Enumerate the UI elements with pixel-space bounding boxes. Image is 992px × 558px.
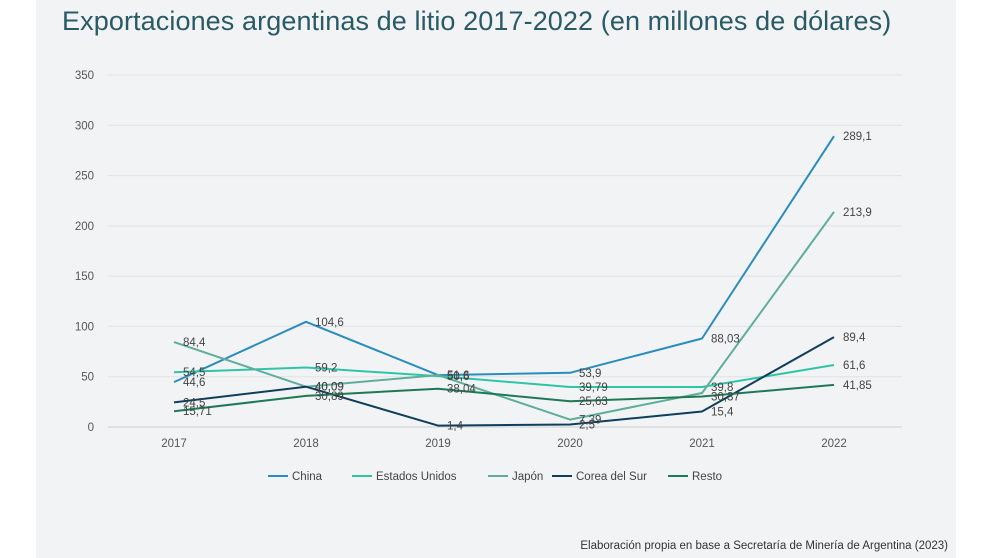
data-label-corea-del-sur-2020: 2,5 [579,419,595,431]
data-label-estados-unidos-2019: 50,6 [447,371,469,383]
data-label-estados-unidos-2022: 61,6 [843,360,865,372]
data-label-corea-del-sur-2021: 15,4 [711,407,734,419]
x-tick-2018: 2018 [293,438,319,450]
y-tick-250: 250 [75,171,94,183]
data-label-corea-del-sur-2019: 1,4 [447,421,464,433]
y-tick-100: 100 [75,321,94,333]
legend-label-corea-del-sur: Corea del Sur [576,471,647,483]
data-label-china-2017: 44,6 [183,377,205,389]
data-label-japon-2018: 40,09 [315,382,344,394]
x-tick-2022: 2022 [821,438,847,450]
source-note: Elaboración propia en base a Secretaría … [580,540,948,552]
data-label-china-2018: 104,6 [315,317,344,329]
series-line-china [173,135,835,384]
series-line-corea-del-sur [173,336,835,427]
data-label-resto-2022: 41,85 [843,380,872,392]
x-tick-2019: 2019 [425,438,451,450]
legend: China Estados Unidos Japón Corea del Sur Res… [268,471,722,483]
y-tick-350: 350 [75,70,94,82]
data-label-corea-del-sur-2017: 24,5 [183,397,205,409]
y-tick-0: 0 [88,422,94,434]
data-label-resto-2017: 15,71 [183,406,212,418]
grid-lines [108,74,902,428]
data-label-corea-del-sur-2018: 40,09 [315,382,344,394]
x-tick-2017: 2017 [161,438,187,450]
data-label-resto-2021: 30,37 [711,391,740,403]
data-label-resto-2018: 30,89 [315,391,344,403]
chart-panel [36,0,956,558]
legend-label-estados-unidos: Estados Unidos [376,471,457,483]
data-label-estados-unidos-2017: 54,5 [183,367,205,379]
legend-label-china: China [292,471,323,483]
x-tick-2021: 2021 [689,438,715,450]
y-tick-300: 300 [75,120,94,132]
series-lines [173,135,835,427]
y-tick-50: 50 [81,372,94,384]
data-label-resto-2019: 38,04 [447,384,476,396]
data-label-japon-2017: 84,4 [183,337,206,349]
chart-title: Exportaciones argentinas de litio 2017-2… [62,6,892,36]
data-label-estados-unidos-2018: 59,2 [315,362,337,374]
y-axis-ticks: 0 50 100 150 200 250 300 350 [75,70,94,434]
x-axis-ticks: 2017 2018 2019 2020 2021 2022 [161,438,847,450]
data-label-resto-2020: 25,63 [579,396,608,408]
legend-label-japon: Japón [512,471,543,483]
data-label-estados-unidos-2021: 39,8 [711,382,733,394]
legend-label-resto: Resto [692,471,722,483]
x-tick-2020: 2020 [557,438,583,450]
series-line-estados-unidos [173,364,835,388]
series-line-resto [173,383,835,413]
data-label-china-2022: 289,1 [843,131,872,143]
y-tick-200: 200 [75,221,94,233]
data-label-japon-2020: 7,39 [579,415,601,427]
series-line-japon [173,211,835,421]
data-label-japon-2022: 213,9 [843,207,872,219]
data-label-china-2020: 53,9 [579,368,601,380]
data-label-estados-unidos-2020: 39,79 [579,382,608,394]
data-label-china-2019: 51,6 [447,370,469,382]
y-tick-150: 150 [75,271,94,283]
data-label-china-2021: 88,03 [711,333,740,345]
data-label-corea-del-sur-2022: 89,4 [843,332,866,344]
